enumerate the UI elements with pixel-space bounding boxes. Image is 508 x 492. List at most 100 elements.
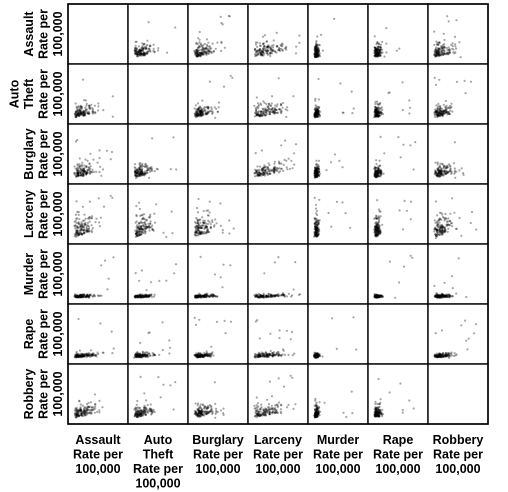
data-point xyxy=(102,205,106,208)
data-point xyxy=(194,110,198,113)
data-point xyxy=(447,112,450,115)
matrix-cell-rape-rate-per-100-000-vs-rape-rate-per-100-000 xyxy=(367,303,429,365)
data-point xyxy=(458,216,461,220)
matrix-cell-larceny-rate-per-100-000-vs-burglary-rate-per-100-000 xyxy=(187,183,249,245)
data-point xyxy=(316,54,320,57)
data-point xyxy=(379,54,382,57)
data-point xyxy=(257,107,260,110)
data-point xyxy=(414,141,417,144)
data-point xyxy=(138,173,141,176)
data-point xyxy=(271,111,274,114)
data-point xyxy=(199,110,202,113)
data-point xyxy=(375,49,378,52)
data-point xyxy=(373,108,377,111)
data-point xyxy=(376,108,379,111)
data-point xyxy=(314,55,317,58)
data-point xyxy=(316,52,319,55)
data-point xyxy=(352,107,355,110)
data-point xyxy=(133,169,137,172)
data-point xyxy=(375,52,378,55)
data-point xyxy=(76,114,79,117)
data-point xyxy=(445,218,448,221)
data-point xyxy=(254,112,257,115)
data-point xyxy=(208,354,211,357)
data-point xyxy=(373,295,376,298)
data-point xyxy=(202,46,205,50)
data-point xyxy=(255,174,258,177)
data-point xyxy=(257,173,260,176)
data-point xyxy=(376,51,379,54)
data-point xyxy=(137,296,140,299)
data-point xyxy=(197,108,200,111)
data-point xyxy=(136,52,139,55)
data-point xyxy=(280,47,283,50)
data-point xyxy=(254,55,257,58)
data-point xyxy=(278,108,282,111)
data-point xyxy=(88,168,91,171)
data-point xyxy=(134,172,137,175)
data-point xyxy=(147,331,150,335)
data-point xyxy=(379,48,383,52)
data-point xyxy=(199,295,202,298)
matrix-cell-burglary-rate-per-100-000-vs-rape-rate-per-100-000 xyxy=(367,123,429,185)
data-point xyxy=(174,26,177,29)
data-point xyxy=(75,105,78,108)
data-point xyxy=(258,114,261,117)
data-point xyxy=(451,197,454,200)
data-point xyxy=(440,112,443,115)
data-point xyxy=(315,111,318,114)
data-point xyxy=(138,174,141,177)
data-point xyxy=(335,200,338,203)
data-point xyxy=(376,54,379,57)
data-point xyxy=(442,109,445,112)
data-point xyxy=(435,43,439,46)
data-point xyxy=(258,115,261,118)
data-point xyxy=(91,108,94,111)
data-point xyxy=(439,107,442,110)
data-point xyxy=(106,288,109,291)
data-point xyxy=(214,218,217,221)
data-point xyxy=(255,113,259,116)
data-point xyxy=(376,48,379,51)
data-point xyxy=(315,53,318,56)
data-point xyxy=(144,227,147,230)
data-point xyxy=(217,106,220,109)
data-point xyxy=(204,52,207,55)
data-point xyxy=(288,167,292,170)
data-point xyxy=(315,54,318,57)
data-point xyxy=(203,106,206,109)
data-point xyxy=(443,109,446,112)
data-point xyxy=(437,112,440,115)
data-point xyxy=(165,235,168,239)
data-point xyxy=(374,114,377,117)
data-point xyxy=(198,105,202,108)
data-point xyxy=(317,112,320,115)
data-point xyxy=(194,234,197,237)
data-point xyxy=(145,50,148,54)
data-point xyxy=(213,106,216,109)
data-point xyxy=(314,46,317,49)
data-point xyxy=(82,171,85,174)
data-point xyxy=(138,51,141,54)
data-point xyxy=(83,113,86,116)
data-point xyxy=(434,110,437,113)
data-point xyxy=(111,95,114,98)
data-point xyxy=(374,48,377,51)
data-point xyxy=(437,114,440,117)
data-point xyxy=(136,175,139,178)
data-point xyxy=(173,272,176,275)
data-point xyxy=(143,53,146,56)
data-point xyxy=(138,48,141,52)
data-point xyxy=(375,110,378,113)
data-point xyxy=(375,111,378,114)
data-point xyxy=(267,46,270,50)
data-point xyxy=(76,174,79,177)
data-point xyxy=(77,174,80,177)
data-point xyxy=(375,107,378,110)
data-point xyxy=(375,110,378,113)
data-point xyxy=(74,167,77,170)
data-point xyxy=(198,38,201,41)
data-point xyxy=(152,353,155,356)
data-point xyxy=(378,111,381,114)
data-point xyxy=(378,50,381,53)
